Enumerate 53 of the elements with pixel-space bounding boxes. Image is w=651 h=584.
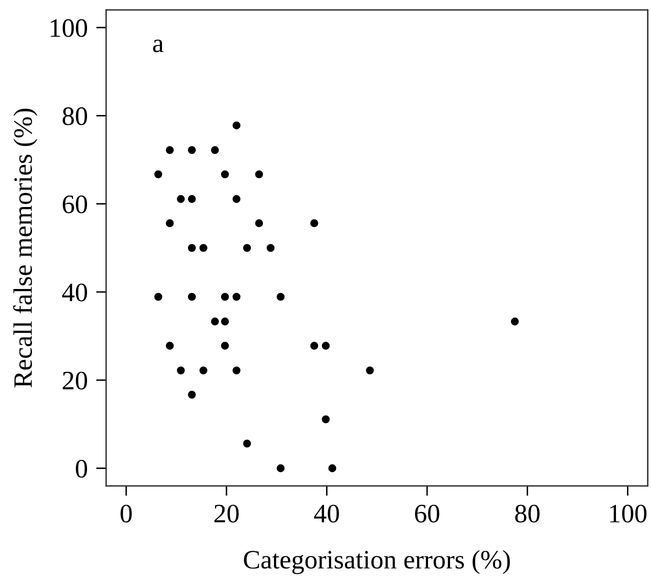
- point: [232, 121, 240, 130]
- point: [322, 342, 330, 350]
- y-axis-title: Recall false memories (%): [13, 108, 38, 388]
- point: [176, 195, 185, 203]
- point: [188, 195, 196, 203]
- point: [255, 170, 264, 178]
- point: [154, 292, 162, 301]
- y-tick-label: 0: [76, 460, 88, 478]
- point: [166, 342, 174, 350]
- point: [221, 170, 229, 178]
- point: [210, 318, 219, 326]
- x-tick-label: 60: [415, 504, 440, 523]
- point: [188, 244, 196, 252]
- point: [255, 219, 264, 228]
- point: [276, 292, 285, 301]
- x-tick-label: 20: [214, 504, 239, 523]
- point: [221, 318, 229, 326]
- point: [199, 244, 208, 252]
- point: [221, 292, 229, 301]
- y-tick-label: 60: [62, 195, 88, 214]
- annotation: a: [153, 40, 164, 52]
- point: [221, 342, 229, 350]
- point: [310, 219, 318, 228]
- point: [176, 366, 185, 374]
- point: [166, 146, 174, 154]
- point: [188, 146, 196, 154]
- point: [154, 170, 162, 178]
- point: [232, 292, 240, 301]
- point: [166, 219, 174, 228]
- y-tick-label: 20: [62, 372, 88, 390]
- point: [188, 390, 196, 399]
- point: [310, 342, 318, 350]
- point: [276, 464, 285, 472]
- point: [210, 146, 219, 154]
- point: [188, 292, 196, 301]
- point: [366, 366, 374, 374]
- y-tick-label: 80: [62, 107, 88, 126]
- x-tick-label: 40: [314, 504, 339, 523]
- point: [328, 464, 336, 472]
- point: [232, 195, 240, 203]
- y-tick-label: 40: [62, 284, 88, 302]
- point: [322, 415, 330, 424]
- y-tick-label: 100: [50, 19, 88, 37]
- x-tick-label: 0: [120, 504, 132, 523]
- point: [266, 244, 275, 252]
- x-tick-label: 100: [610, 504, 646, 523]
- x-tick-label: 80: [515, 504, 540, 523]
- x-axis-title: Categorisation errors (%): [244, 550, 510, 574]
- point: [232, 366, 240, 374]
- point: [199, 366, 208, 374]
- point: [243, 244, 251, 252]
- point: [510, 318, 519, 326]
- point: [243, 440, 251, 448]
